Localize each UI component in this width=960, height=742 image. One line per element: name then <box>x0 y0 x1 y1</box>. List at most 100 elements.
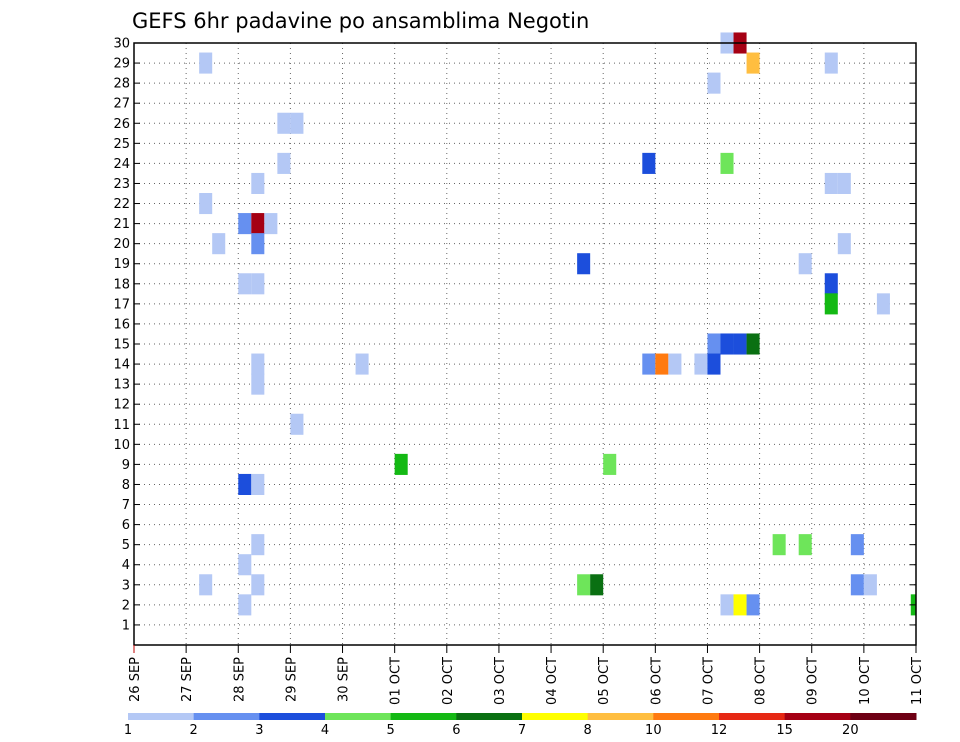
y-tick-label: 3 <box>122 578 130 593</box>
precip-cell <box>772 534 786 556</box>
precip-cell <box>824 172 838 194</box>
y-tick-label: 24 <box>113 157 130 172</box>
precip-cell <box>863 574 877 596</box>
x-tick-label: 01 OCT <box>389 657 404 705</box>
x-tick-label: 02 OCT <box>441 657 456 705</box>
precip-cell <box>290 413 304 435</box>
precip-cell <box>746 333 760 355</box>
y-tick-label: 6 <box>122 518 130 533</box>
precip-cell <box>733 333 747 355</box>
y-tick-label: 10 <box>113 438 130 453</box>
precip-cell <box>824 293 838 315</box>
y-tick-label: 22 <box>113 197 130 212</box>
precip-cell <box>707 353 721 375</box>
y-tick-label: 9 <box>122 458 130 473</box>
precip-cell <box>199 52 213 74</box>
y-tick-label: 17 <box>113 297 130 312</box>
y-tick-label: 1 <box>122 618 130 633</box>
x-tick-label: 29 SEP <box>284 657 299 702</box>
y-tick-label: 21 <box>113 217 130 232</box>
y-tick-label: 27 <box>113 97 130 112</box>
precip-cell <box>251 172 265 194</box>
precipitation-cells <box>199 32 916 616</box>
precip-cell <box>837 172 851 194</box>
y-axis-member-labels: 1234567891011121314151617181920212223242… <box>113 37 130 634</box>
x-tick-label: 05 OCT <box>597 657 612 705</box>
precip-cell <box>238 554 252 576</box>
precip-cell <box>668 353 682 375</box>
x-tick-label: 11 OCT <box>910 657 925 705</box>
y-tick-label: 18 <box>113 277 130 292</box>
precip-cell <box>251 574 265 596</box>
precip-cell <box>251 373 265 395</box>
precip-cell <box>590 574 604 596</box>
y-tick-label: 25 <box>113 137 130 152</box>
precip-cell <box>251 353 265 375</box>
precip-cell <box>850 574 864 596</box>
colorbar-label: 6 <box>452 723 460 738</box>
colorbar-label: 12 <box>711 723 728 738</box>
precip-cell <box>876 293 890 315</box>
precip-cell <box>720 152 734 174</box>
precip-cell <box>577 253 591 275</box>
x-axis-date-labels: 26 SEP 27 SEP 28 SEP 29 SEP 30 SEP 01 OCT 02 O… <box>128 657 925 705</box>
y-tick-label: 13 <box>113 378 130 393</box>
chart-title: GEFS 6hr padavine po ansamblima Negotin <box>132 9 589 33</box>
precip-cell <box>199 574 213 596</box>
precip-cell <box>251 534 265 556</box>
precip-cell <box>707 333 721 355</box>
x-tick-label: 26 SEP <box>128 657 143 702</box>
colorbar-swatch <box>193 713 260 720</box>
precip-cell <box>694 353 708 375</box>
colorbar-swatch <box>325 713 392 720</box>
y-tick-label: 7 <box>122 498 130 513</box>
colorbar-label: 2 <box>190 723 198 738</box>
y-tick-label: 16 <box>113 317 130 332</box>
precip-cell <box>798 534 812 556</box>
x-tick-label: 07 OCT <box>701 657 716 705</box>
colorbar-swatch <box>456 713 523 720</box>
precip-cell <box>824 273 838 295</box>
colorbar-label: 7 <box>518 723 526 738</box>
colorbar-label: 10 <box>645 723 662 738</box>
precip-cell <box>199 193 213 215</box>
y-tick-label: 5 <box>122 538 130 553</box>
precip-cell <box>251 273 265 295</box>
precip-cell <box>251 213 265 235</box>
colorbar-swatch <box>653 713 720 720</box>
precip-cell <box>720 333 734 355</box>
colorbar-swatch <box>128 713 195 720</box>
precip-cell <box>238 213 252 235</box>
precip-cell <box>720 594 734 616</box>
precip-cell <box>212 233 226 255</box>
precip-cell <box>394 453 408 475</box>
precip-cell <box>733 594 747 616</box>
precip-cell <box>798 253 812 275</box>
y-tick-label: 19 <box>113 257 130 272</box>
colorbar-swatch <box>850 713 917 720</box>
x-tick-label: 09 OCT <box>806 657 821 705</box>
y-tick-label: 28 <box>113 77 130 92</box>
precip-cell <box>603 453 617 475</box>
y-tick-label: 4 <box>122 558 130 573</box>
colorbar-swatch <box>587 713 654 720</box>
precip-cell <box>746 594 760 616</box>
y-tick-label: 8 <box>122 478 130 493</box>
precip-cell <box>707 72 721 94</box>
precip-cell <box>850 534 864 556</box>
y-tick-label: 15 <box>113 338 130 353</box>
colorbar-swatch <box>784 713 851 720</box>
precip-cell <box>577 574 591 596</box>
y-tick-label: 20 <box>113 237 130 252</box>
x-tick-label: 30 SEP <box>337 657 352 702</box>
colorbar-swatch <box>522 713 589 720</box>
precip-cell <box>251 233 265 255</box>
precip-cell <box>277 112 291 134</box>
colorbar-label: 8 <box>584 723 592 738</box>
precip-cell <box>277 152 291 174</box>
precip-cell <box>642 152 656 174</box>
precip-cell <box>238 273 252 295</box>
precip-cell <box>642 353 656 375</box>
x-tick-label: 27 SEP <box>180 657 195 702</box>
